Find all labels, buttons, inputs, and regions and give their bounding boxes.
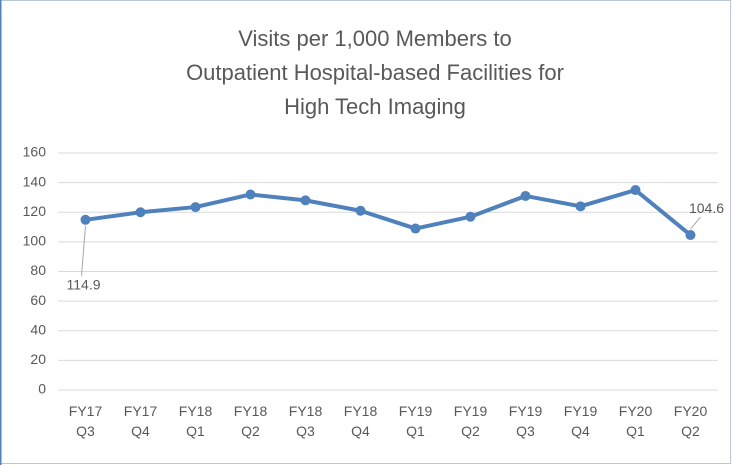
- leader-line: [690, 216, 701, 230]
- x-tick-label: FY19 Q3: [509, 403, 543, 439]
- y-tick-label: 40: [30, 321, 46, 337]
- y-tick-label: 100: [23, 233, 47, 249]
- x-tick-label: FY18 Q1: [179, 403, 213, 439]
- point: [465, 211, 476, 222]
- chart-title: Visits per 1,000 Members to: [238, 26, 512, 51]
- point: [410, 223, 421, 234]
- y-tick-label: 0: [38, 381, 46, 397]
- y-tick-label: 60: [30, 292, 46, 308]
- point: [520, 190, 531, 201]
- y-tick-label: 140: [23, 173, 47, 189]
- point: [685, 230, 696, 241]
- data-label: 104.6: [689, 200, 724, 216]
- point: [575, 201, 586, 212]
- x-tick-label: FY18 Q3: [289, 403, 323, 439]
- x-tick-label: FY19 Q2: [454, 403, 488, 439]
- point: [300, 195, 311, 206]
- y-tick-label: 20: [30, 351, 46, 367]
- x-tick-label: FY17 Q4: [124, 403, 158, 439]
- x-tick-label: FY18 Q4: [344, 403, 378, 439]
- y-tick-label: 120: [23, 203, 47, 219]
- y-tick-label: 160: [23, 144, 47, 160]
- point: [80, 214, 91, 225]
- line: [85, 188, 692, 237]
- point: [190, 202, 201, 213]
- y-tick-label: 80: [30, 262, 46, 278]
- x-tick-label: FY18 Q2: [234, 403, 268, 439]
- point: [245, 189, 256, 200]
- x-tick-label: FY20 Q1: [619, 403, 653, 439]
- point: [630, 185, 641, 196]
- x-tick-label: FY20 Q2: [674, 403, 708, 439]
- point: [135, 207, 146, 218]
- data-label: 114.9: [67, 277, 101, 293]
- chart-title: High Tech Imaging: [284, 94, 466, 119]
- point: [355, 205, 366, 216]
- x-tick-label: FY19 Q1: [399, 403, 433, 439]
- leader-line: [81, 225, 86, 276]
- x-tick-label: FY17 Q3: [69, 403, 103, 439]
- chart-title: Outpatient Hospital-based Facilities for: [186, 60, 564, 85]
- x-tick-label: FY19 Q4: [564, 403, 598, 439]
